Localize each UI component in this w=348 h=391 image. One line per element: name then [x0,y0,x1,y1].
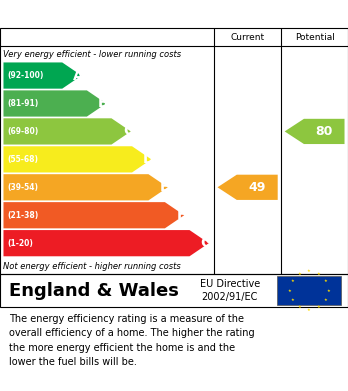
Text: (81-91): (81-91) [8,99,39,108]
Text: A: A [73,68,84,83]
Bar [277,276,341,305]
Polygon shape [3,118,131,145]
Polygon shape [3,63,81,89]
Text: ★: ★ [324,279,327,283]
Polygon shape [218,175,278,200]
Polygon shape [3,146,151,172]
Text: ★: ★ [307,308,311,312]
Text: 80: 80 [316,125,333,138]
Text: ★: ★ [290,279,294,283]
Text: ★: ★ [317,305,321,309]
Text: ★: ★ [297,272,301,276]
Text: ★: ★ [324,298,327,302]
Text: (69-80): (69-80) [8,127,39,136]
Text: ★: ★ [290,298,294,302]
Text: ★: ★ [288,289,291,292]
Text: B: B [98,97,109,111]
Text: Not energy efficient - higher running costs: Not energy efficient - higher running co… [3,262,181,271]
Text: EU Directive
2002/91/EC: EU Directive 2002/91/EC [199,279,260,302]
Text: (21-38): (21-38) [8,211,39,220]
Text: D: D [143,152,154,166]
Text: Very energy efficient - lower running costs: Very energy efficient - lower running co… [3,50,182,59]
Text: F: F [176,208,186,222]
Polygon shape [285,119,345,144]
Text: England & Wales: England & Wales [9,282,179,300]
Text: ★: ★ [326,289,330,292]
Text: ★: ★ [317,272,321,276]
Text: (39-54): (39-54) [8,183,39,192]
Text: Current: Current [230,33,265,42]
Text: G: G [200,236,212,250]
Text: 49: 49 [248,181,266,194]
Polygon shape [3,202,184,228]
Text: Energy Efficiency Rating: Energy Efficiency Rating [9,7,230,22]
Text: (1-20): (1-20) [8,239,33,248]
Text: E: E [160,180,169,194]
Text: ★: ★ [297,305,301,309]
Polygon shape [3,230,209,256]
Text: (55-68): (55-68) [8,155,39,164]
Text: The energy efficiency rating is a measure of the
overall efficiency of a home. T: The energy efficiency rating is a measur… [9,314,254,367]
Text: ★: ★ [307,269,311,273]
Polygon shape [3,90,106,117]
Text: Potential: Potential [295,33,334,42]
Text: C: C [123,124,133,138]
Text: (92-100): (92-100) [8,71,44,80]
Polygon shape [3,174,168,201]
